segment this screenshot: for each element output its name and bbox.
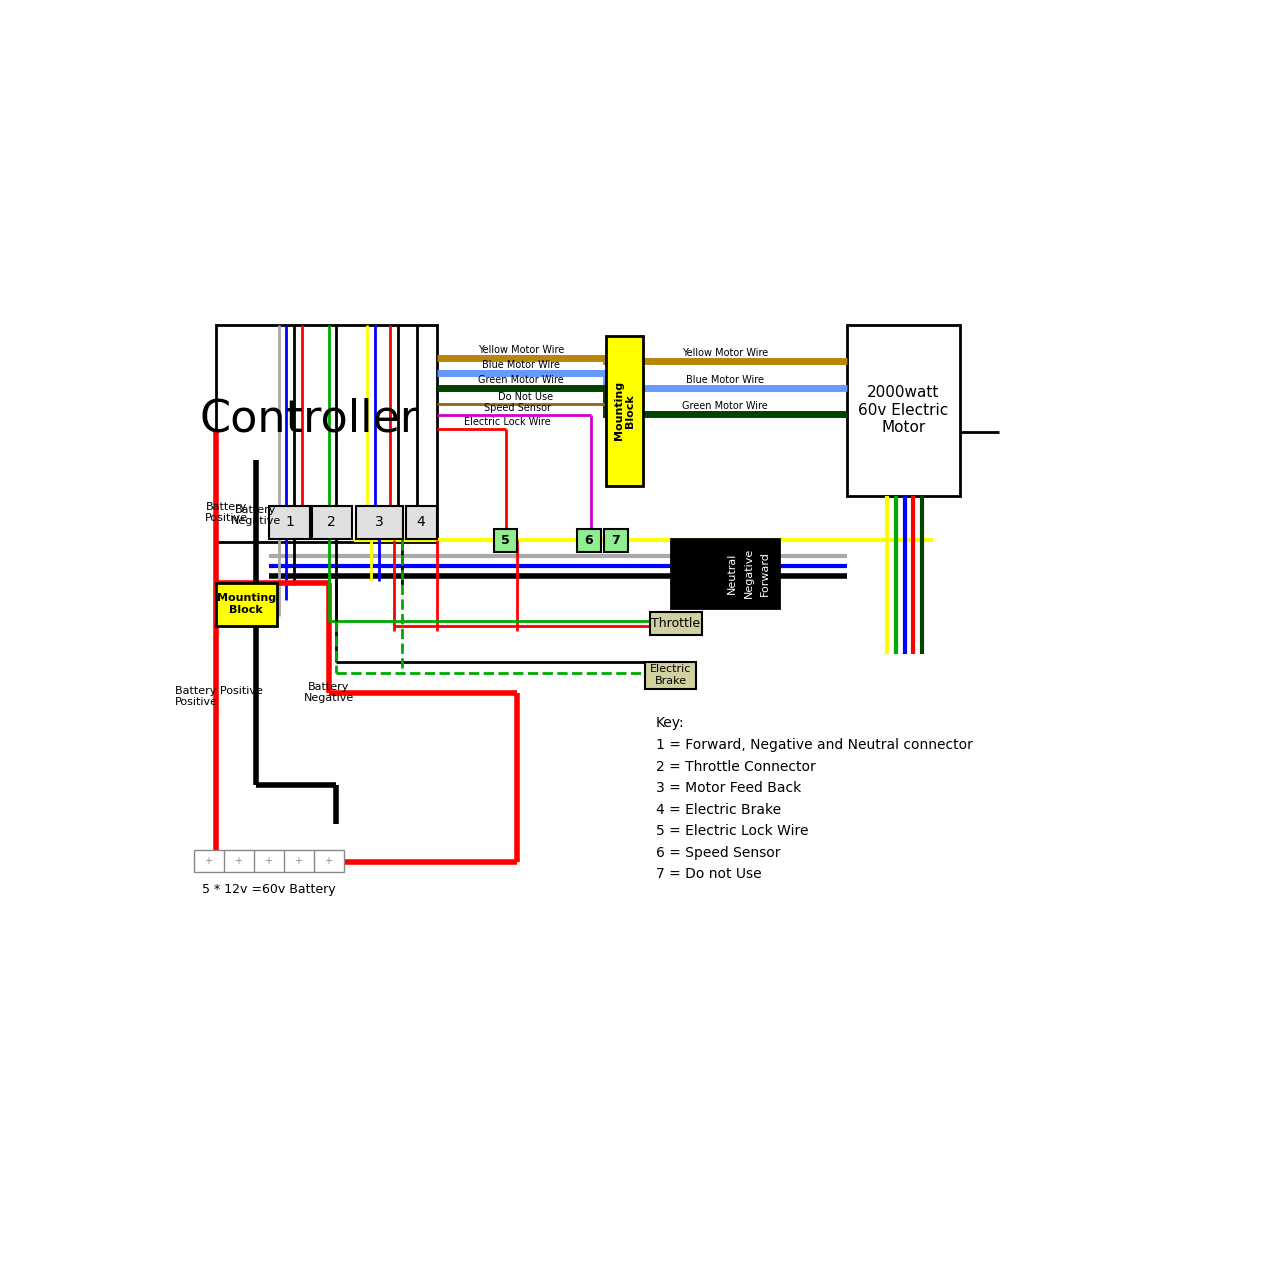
Text: Yellow Motor Wire: Yellow Motor Wire <box>682 348 768 358</box>
Text: Blue Motor Wire: Blue Motor Wire <box>483 360 561 370</box>
Bar <box>672 539 780 608</box>
Text: Throttle: Throttle <box>652 617 700 630</box>
Text: 1 = Forward, Negative and Neutral connector: 1 = Forward, Negative and Neutral connec… <box>657 739 973 751</box>
Text: 6: 6 <box>585 535 594 548</box>
Bar <box>605 337 643 486</box>
Text: 3 = Motor Feed Back: 3 = Motor Feed Back <box>657 781 801 795</box>
Bar <box>312 507 352 539</box>
Bar <box>494 530 517 553</box>
Text: 4: 4 <box>417 516 425 530</box>
Text: Battery
Negative: Battery Negative <box>303 682 353 704</box>
Text: 2: 2 <box>328 516 337 530</box>
Text: Green Motor Wire: Green Motor Wire <box>479 375 564 385</box>
Text: 7: 7 <box>612 535 621 548</box>
Text: 7 = Do not Use: 7 = Do not Use <box>657 868 762 882</box>
Text: +: + <box>204 856 212 867</box>
Bar <box>645 662 696 689</box>
Text: Battery
Negative: Battery Negative <box>230 504 280 526</box>
Text: Blue Motor Wire: Blue Motor Wire <box>686 375 764 385</box>
Bar <box>195 850 344 872</box>
Text: Key:: Key: <box>657 717 685 731</box>
Text: +: + <box>264 856 271 867</box>
Bar <box>577 530 600 553</box>
Text: +: + <box>294 856 302 867</box>
Text: +: + <box>324 856 332 867</box>
Text: Electric
Brake: Electric Brake <box>650 664 691 686</box>
Text: 3: 3 <box>375 516 384 530</box>
Bar <box>215 325 436 543</box>
Text: 5: 5 <box>502 535 511 548</box>
Bar <box>406 507 436 539</box>
Text: 2 = Throttle Connector: 2 = Throttle Connector <box>657 759 815 773</box>
Bar <box>650 612 703 635</box>
Text: Neutral: Neutral <box>727 553 736 594</box>
Bar <box>215 584 278 626</box>
Text: Electric Lock Wire: Electric Lock Wire <box>463 417 550 428</box>
Bar <box>356 507 403 539</box>
Text: Do Not Use: Do Not Use <box>498 392 553 402</box>
Text: Battery
Positive: Battery Positive <box>205 502 248 524</box>
Text: 5 * 12v =60v Battery: 5 * 12v =60v Battery <box>202 883 335 896</box>
Text: 5 = Electric Lock Wire: 5 = Electric Lock Wire <box>657 824 809 838</box>
Bar <box>604 530 627 553</box>
Text: Mounting
Block: Mounting Block <box>216 593 276 614</box>
Bar <box>847 325 960 497</box>
Text: Green Motor Wire: Green Motor Wire <box>682 401 768 411</box>
Text: Speed Sensor: Speed Sensor <box>484 403 550 413</box>
Text: 2000watt
60v Electric
Motor: 2000watt 60v Electric Motor <box>858 385 948 435</box>
Text: Mounting
Block: Mounting Block <box>613 381 635 440</box>
Bar <box>270 507 310 539</box>
Text: Negative: Negative <box>744 548 754 598</box>
Text: 6 = Speed Sensor: 6 = Speed Sensor <box>657 846 781 860</box>
Text: +: + <box>234 856 242 867</box>
Text: Yellow Motor Wire: Yellow Motor Wire <box>479 344 564 355</box>
Text: 4 = Electric Brake: 4 = Electric Brake <box>657 803 781 817</box>
Text: Battery Positive
Positive: Battery Positive Positive <box>175 686 262 708</box>
Text: 1: 1 <box>285 516 294 530</box>
Text: Forward: Forward <box>760 550 771 595</box>
Text: Controller: Controller <box>200 398 419 440</box>
